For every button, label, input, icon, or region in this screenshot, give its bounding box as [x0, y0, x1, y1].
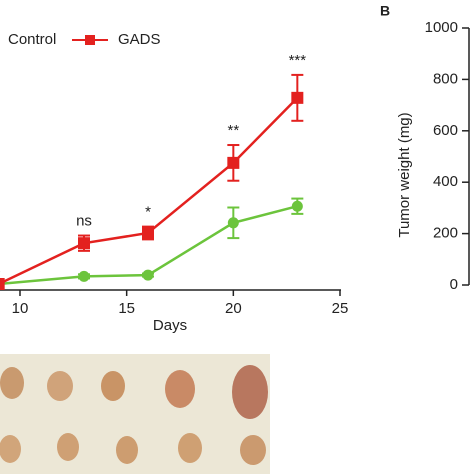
legend-label: Control — [8, 31, 56, 48]
legend-marker — [85, 35, 95, 45]
y-tick-label: 600 — [433, 122, 458, 139]
x-tick-label: 25 — [332, 300, 349, 317]
marker — [0, 278, 5, 290]
legend-label: GADS — [118, 31, 161, 48]
marker — [291, 91, 304, 104]
marker — [291, 200, 303, 212]
marker — [142, 269, 154, 281]
y-tick-label: 400 — [433, 173, 458, 190]
x-tick-label: 10 — [12, 300, 29, 317]
significance-label: *** — [289, 52, 307, 69]
y-tick-label: 1000 — [425, 19, 458, 36]
significance-label: ** — [227, 122, 239, 139]
x-tick-label: 15 — [118, 300, 135, 317]
marker — [227, 156, 240, 169]
y-axis-label: Tumor weight (mg) — [396, 112, 413, 237]
series-line — [0, 96, 299, 285]
y-tick-label: 800 — [433, 70, 458, 87]
significance-label: * — [145, 204, 151, 221]
panel-label: B — [380, 3, 390, 19]
marker — [78, 237, 90, 250]
y-tick-label: 200 — [433, 225, 458, 242]
significance-label: ns — [0, 261, 1, 278]
y-tick-label: 0 — [450, 276, 458, 293]
marker — [227, 217, 239, 229]
significance-label: ns — [76, 213, 92, 230]
tumor-photo — [0, 354, 270, 474]
marker — [78, 270, 90, 282]
x-tick-label: 20 — [225, 300, 242, 317]
x-axis-label: Days — [153, 317, 187, 334]
marker — [142, 227, 154, 239]
